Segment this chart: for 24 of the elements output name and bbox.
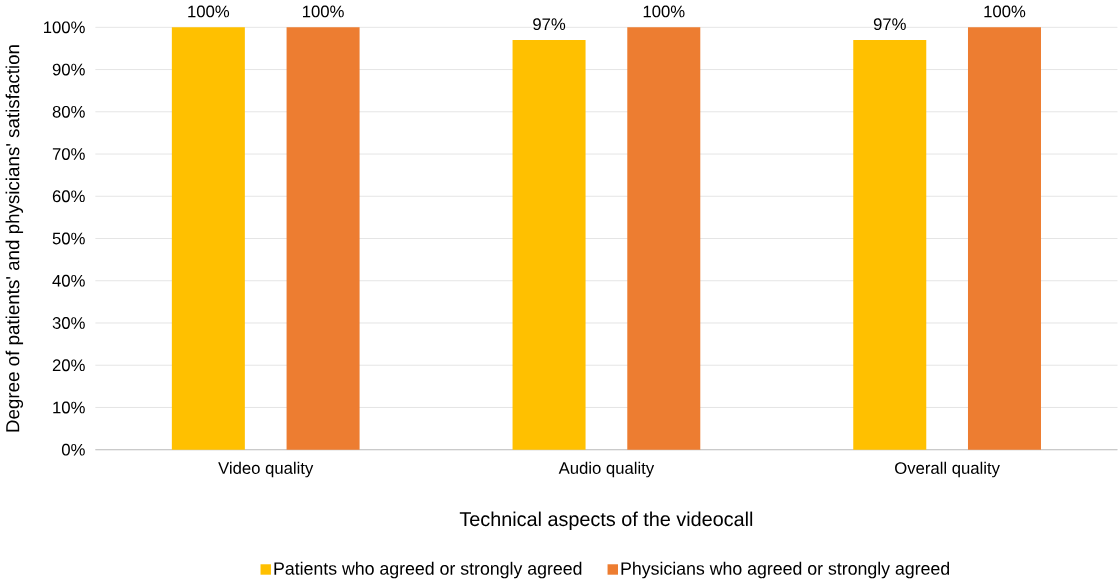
- y-tick-label: 60%: [52, 190, 85, 203]
- data-label: 97%: [873, 18, 906, 30]
- x-axis-title: Technical aspects of the videocall: [459, 511, 753, 530]
- x-tick-label: Video quality: [218, 461, 314, 478]
- data-label: 97%: [533, 18, 566, 30]
- data-label: 100%: [984, 5, 1026, 18]
- data-label: 100%: [188, 5, 230, 18]
- legend-label: Physicians who agreed or strongly agreed: [621, 561, 950, 579]
- y-tick-label: 10%: [53, 401, 85, 414]
- legend-label: Patients who agreed or strongly agreed: [274, 561, 582, 579]
- y-tick-label: 50%: [52, 232, 85, 245]
- y-tick-label: 90%: [52, 63, 85, 76]
- x-tick-label: Audio quality: [558, 461, 655, 478]
- y-tick-label: 40%: [52, 274, 85, 287]
- y-axis-title: Degree of patients' and physicians' satisfaction: [5, 45, 24, 432]
- y-tick-label: 0%: [61, 443, 85, 456]
- data-label: 100%: [643, 5, 685, 18]
- y-tick-label: 100%: [44, 21, 85, 34]
- y-tick-label: 20%: [52, 359, 85, 371]
- data-label: 100%: [303, 5, 344, 18]
- y-tick-label: 70%: [52, 147, 85, 160]
- x-tick-label: Overall quality: [895, 461, 1000, 478]
- y-tick-label: 80%: [52, 105, 85, 118]
- y-tick-label: 30%: [52, 316, 85, 329]
